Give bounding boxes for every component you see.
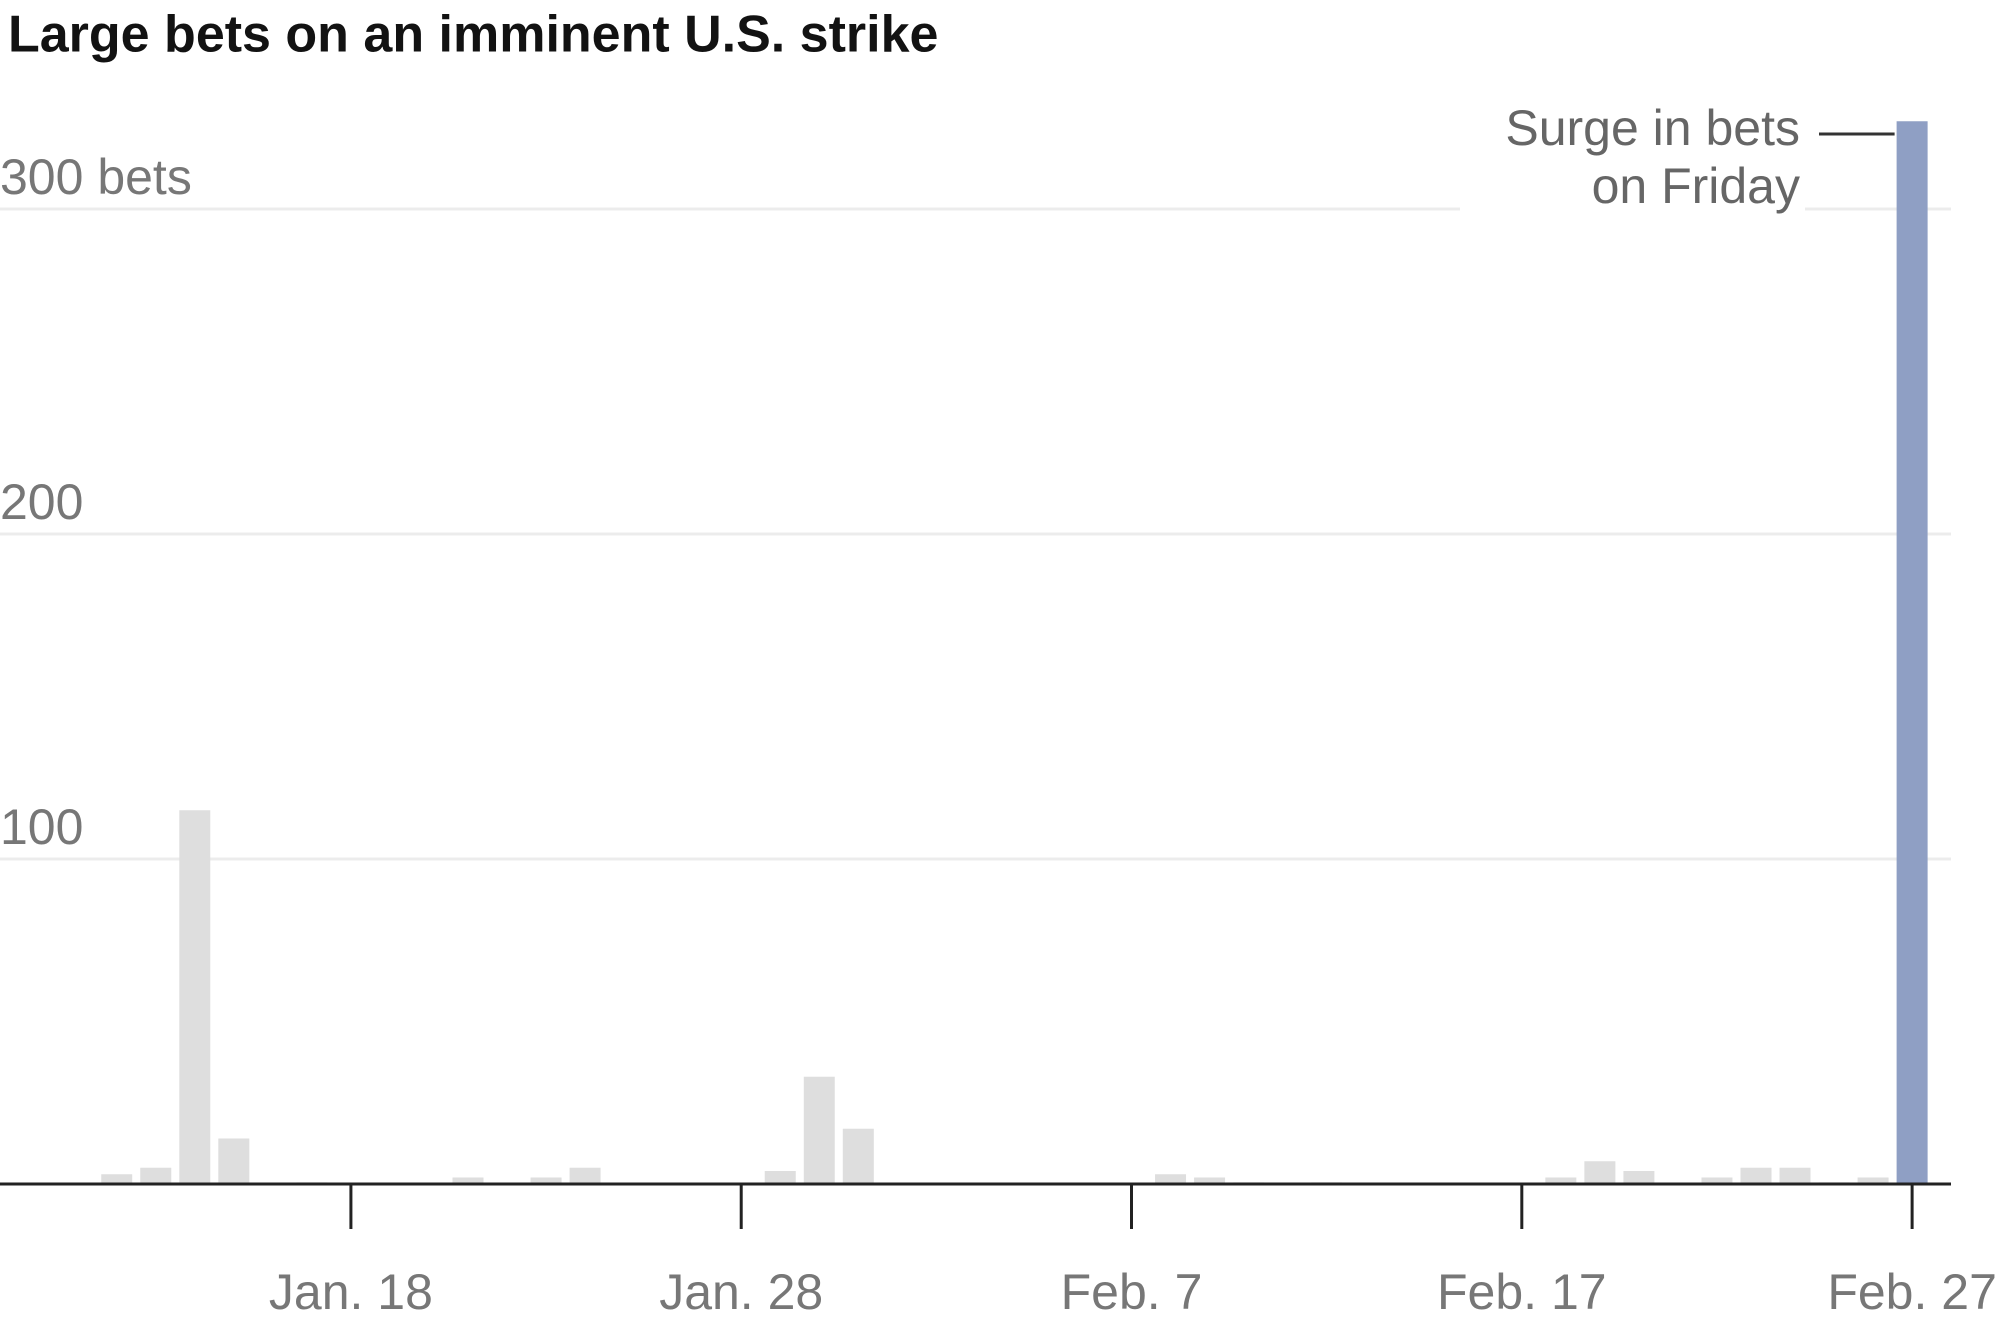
bar (764, 1171, 796, 1184)
bar (1740, 1167, 1772, 1184)
bar (140, 1167, 172, 1184)
x-tick-label: Feb. 27 (1827, 1264, 1997, 1320)
bar (1194, 1177, 1226, 1184)
bar (218, 1138, 250, 1184)
annotation-text: Surge in bets (1505, 100, 1800, 156)
y-tick-label: 300 bets (0, 149, 192, 205)
bar (1545, 1177, 1577, 1184)
bar (101, 1174, 133, 1184)
bar (1584, 1161, 1616, 1184)
x-tick-label: Jan. 18 (269, 1264, 433, 1320)
bar (1623, 1171, 1655, 1184)
bar (1155, 1174, 1187, 1184)
y-tick-label: 100 (0, 799, 83, 855)
annotation-bg (1460, 100, 1805, 225)
x-tick-label: Jan. 28 (659, 1264, 823, 1320)
x-tick-label: Feb. 17 (1437, 1264, 1607, 1320)
bar (1779, 1167, 1811, 1184)
chart-title: Large bets on an imminent U.S. strike (8, 6, 938, 64)
bar (1857, 1177, 1889, 1184)
bar (1896, 121, 1928, 1184)
x-tick-label: Feb. 7 (1061, 1264, 1203, 1320)
bar (179, 810, 211, 1184)
bar (842, 1128, 874, 1184)
bar (569, 1167, 601, 1184)
bar (803, 1076, 835, 1184)
bar (530, 1177, 562, 1184)
bar (452, 1177, 484, 1184)
bar (1701, 1177, 1733, 1184)
y-tick-label: 200 (0, 474, 83, 530)
annotation-text: on Friday (1592, 158, 1800, 214)
